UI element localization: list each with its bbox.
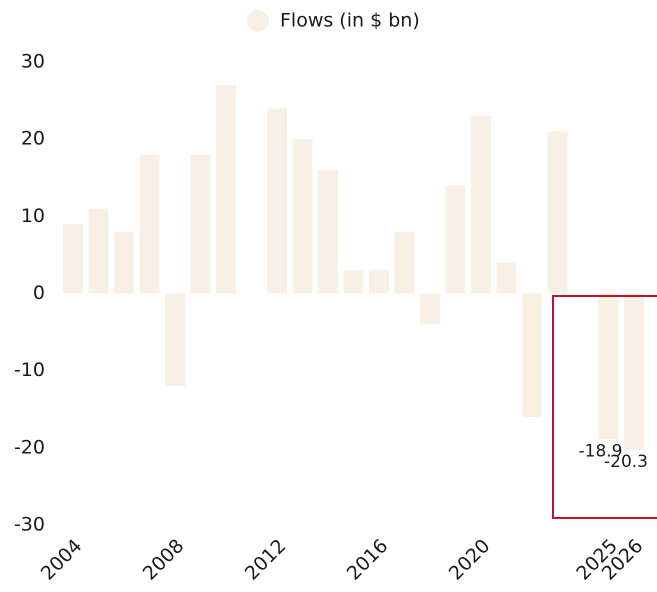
bar	[318, 170, 338, 294]
y-tick-label: -30	[14, 514, 45, 536]
bar	[369, 270, 389, 294]
highlight-box	[552, 295, 657, 519]
x-tick-label: 2012	[241, 535, 291, 585]
bar	[267, 108, 287, 294]
y-tick-label: 30	[21, 51, 45, 73]
x-tick-label: 2020	[445, 535, 495, 585]
bar	[190, 154, 211, 294]
y-tick-label: 10	[21, 205, 45, 227]
data-label: -20.3	[604, 452, 648, 472]
bar	[445, 185, 466, 294]
bar	[216, 85, 236, 294]
y-tick-label: 20	[21, 128, 45, 150]
bar	[420, 293, 440, 325]
bar	[624, 293, 644, 451]
bar	[522, 293, 542, 417]
legend-label: Flows (in $ bn)	[280, 10, 420, 32]
bar	[471, 116, 491, 294]
bar	[139, 154, 160, 294]
bar	[547, 131, 568, 294]
x-tick-label: 2004	[37, 535, 87, 585]
bar	[114, 231, 134, 294]
x-tick-label: 2016	[343, 535, 393, 585]
bar	[63, 224, 83, 294]
bar	[292, 139, 313, 294]
bar	[394, 231, 415, 294]
bar	[88, 208, 109, 294]
bar	[165, 293, 185, 387]
data-label: -18.9	[579, 441, 623, 461]
bar	[496, 262, 517, 294]
y-tick-label: -10	[14, 359, 45, 381]
y-tick-label: -20	[14, 436, 45, 458]
legend-swatch	[247, 10, 269, 32]
bar	[598, 293, 619, 440]
x-tick-label: 2008	[139, 535, 189, 585]
y-tick-label: 0	[33, 282, 45, 304]
bar	[343, 270, 364, 294]
